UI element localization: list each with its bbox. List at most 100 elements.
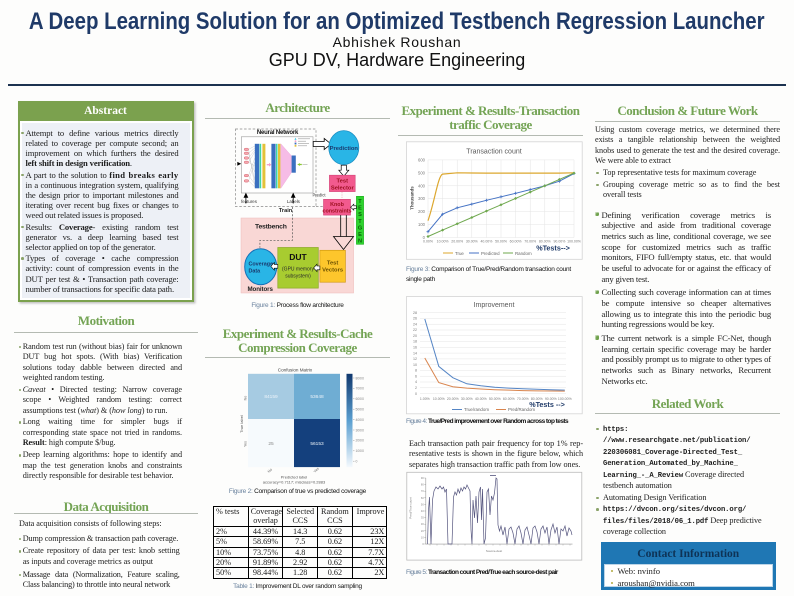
svg-text:E: E [358, 206, 362, 212]
svg-text:26: 26 [413, 317, 417, 321]
svg-text:Pred/True count: Pred/True count [409, 497, 413, 519]
svg-text:25: 25 [268, 441, 274, 447]
svg-text:16: 16 [413, 346, 417, 350]
svg-text:%Tests -->: %Tests --> [529, 400, 565, 409]
svg-text:60.00%: 60.00% [503, 397, 515, 401]
svg-text:%Tests-->: %Tests--> [536, 244, 570, 253]
svg-text:6: 6 [415, 374, 417, 378]
svg-text:20: 20 [421, 529, 424, 533]
svg-text:0.00%: 0.00% [423, 240, 433, 244]
svg-text:N: N [358, 239, 362, 245]
svg-text:Prediction: Prediction [330, 146, 359, 152]
svg-text:400: 400 [418, 183, 426, 188]
svg-text:30000: 30000 [356, 428, 365, 432]
svg-text:Improvement: Improvement [474, 302, 515, 309]
svg-text:20000: 20000 [356, 439, 365, 443]
svg-text:8: 8 [415, 369, 417, 373]
svg-text:30.00%: 30.00% [461, 397, 473, 401]
svg-text:No: No [244, 396, 248, 401]
svg-text:90: 90 [421, 476, 424, 480]
svg-text:70: 70 [421, 489, 424, 493]
svg-text:Confusion Matrix: Confusion Matrix [278, 368, 313, 373]
svg-text:80.00%: 80.00% [539, 240, 551, 244]
svg-text:T: T [358, 219, 362, 225]
svg-text:0: 0 [415, 392, 417, 396]
svg-text:18: 18 [413, 340, 417, 344]
svg-text:subsystem): subsystem) [285, 274, 311, 280]
svg-text:0: 0 [356, 460, 358, 464]
svg-text:80: 80 [421, 483, 424, 487]
svg-text:70.00%: 70.00% [524, 240, 536, 244]
svg-text:0: 0 [423, 235, 426, 240]
svg-text:Testbench: Testbench [255, 224, 287, 231]
svg-text:accuracy=0.7117; misclass=0.28: accuracy=0.7117; misclass=0.2883 [263, 479, 326, 484]
svg-text:Knob: Knob [330, 202, 344, 208]
svg-text:T: T [358, 199, 362, 205]
svg-text:35: 35 [421, 516, 424, 520]
svg-text:True: True [455, 251, 464, 256]
svg-text:200: 200 [418, 209, 426, 214]
svg-text:24: 24 [413, 322, 417, 326]
svg-text:Predicted: Predicted [481, 251, 500, 256]
svg-text:Test: Test [337, 178, 349, 184]
svg-text:30.00%: 30.00% [466, 240, 478, 244]
svg-text:Yes: Yes [313, 467, 320, 474]
svg-text:Predicted label: Predicted label [281, 475, 308, 480]
svg-text:90.00%: 90.00% [545, 397, 557, 401]
svg-text:56153: 56153 [310, 441, 324, 447]
svg-text:10000: 10000 [356, 449, 365, 453]
svg-text:True/random: True/random [464, 407, 489, 412]
svg-text:500: 500 [418, 170, 426, 175]
svg-text:Labels: Labels [287, 199, 301, 204]
svg-text:Test: Test [327, 261, 339, 267]
svg-text:70.00%: 70.00% [517, 397, 529, 401]
svg-text:70000: 70000 [356, 387, 365, 391]
svg-text:80.00%: 80.00% [531, 397, 543, 401]
svg-text:40: 40 [421, 509, 424, 513]
svg-text:10: 10 [413, 363, 417, 367]
svg-text:Yes: Yes [244, 441, 248, 447]
svg-text:40000: 40000 [356, 418, 365, 422]
svg-text:14: 14 [413, 351, 417, 355]
svg-text:80000: 80000 [356, 376, 365, 380]
svg-text:20.00%: 20.00% [447, 397, 459, 401]
svg-text:Train: Train [279, 208, 293, 214]
svg-text:100: 100 [418, 222, 426, 227]
svg-text:constraints: constraints [322, 208, 351, 214]
svg-text:True label: True label [239, 415, 244, 433]
svg-text:G: G [358, 225, 362, 231]
svg-text:S: S [358, 212, 362, 218]
svg-text:10.00%: 10.00% [437, 240, 449, 244]
svg-text:100.00%: 100.00% [567, 240, 581, 244]
svg-text:40.00%: 40.00% [475, 397, 487, 401]
svg-text:600: 600 [418, 157, 426, 162]
svg-text:1.00%: 1.00% [420, 397, 430, 401]
svg-text:50000: 50000 [356, 408, 365, 412]
svg-text:(GPU memory: (GPU memory [282, 267, 314, 273]
svg-text:E: E [358, 232, 362, 238]
svg-text:84159: 84159 [264, 394, 278, 400]
svg-text:53648: 53648 [310, 394, 324, 400]
svg-text:Transaction count: Transaction count [466, 149, 521, 156]
svg-text:60: 60 [421, 496, 424, 500]
svg-text:60000: 60000 [356, 397, 365, 401]
svg-text:0: 0 [422, 542, 424, 546]
svg-text:features: features [241, 199, 258, 204]
svg-text:Predict: Predict [312, 193, 326, 198]
svg-text:300: 300 [418, 196, 426, 201]
svg-text:No: No [267, 468, 273, 474]
svg-text:Neural Network: Neural Network [257, 130, 299, 136]
svg-text:Thousands: Thousands [410, 186, 415, 210]
svg-text:10: 10 [421, 535, 424, 539]
svg-text:Random: Random [515, 251, 532, 256]
svg-text:DUT: DUT [289, 252, 307, 262]
svg-text:22: 22 [413, 328, 417, 332]
svg-text:4: 4 [415, 380, 417, 384]
svg-text:50.00%: 50.00% [495, 240, 507, 244]
svg-text:100.00%: 100.00% [558, 397, 572, 401]
svg-text:20: 20 [413, 334, 417, 338]
svg-text:50.00%: 50.00% [489, 397, 501, 401]
svg-text:50: 50 [421, 502, 424, 506]
svg-text:Vectors: Vectors [322, 268, 343, 274]
svg-text:30: 30 [421, 522, 424, 526]
